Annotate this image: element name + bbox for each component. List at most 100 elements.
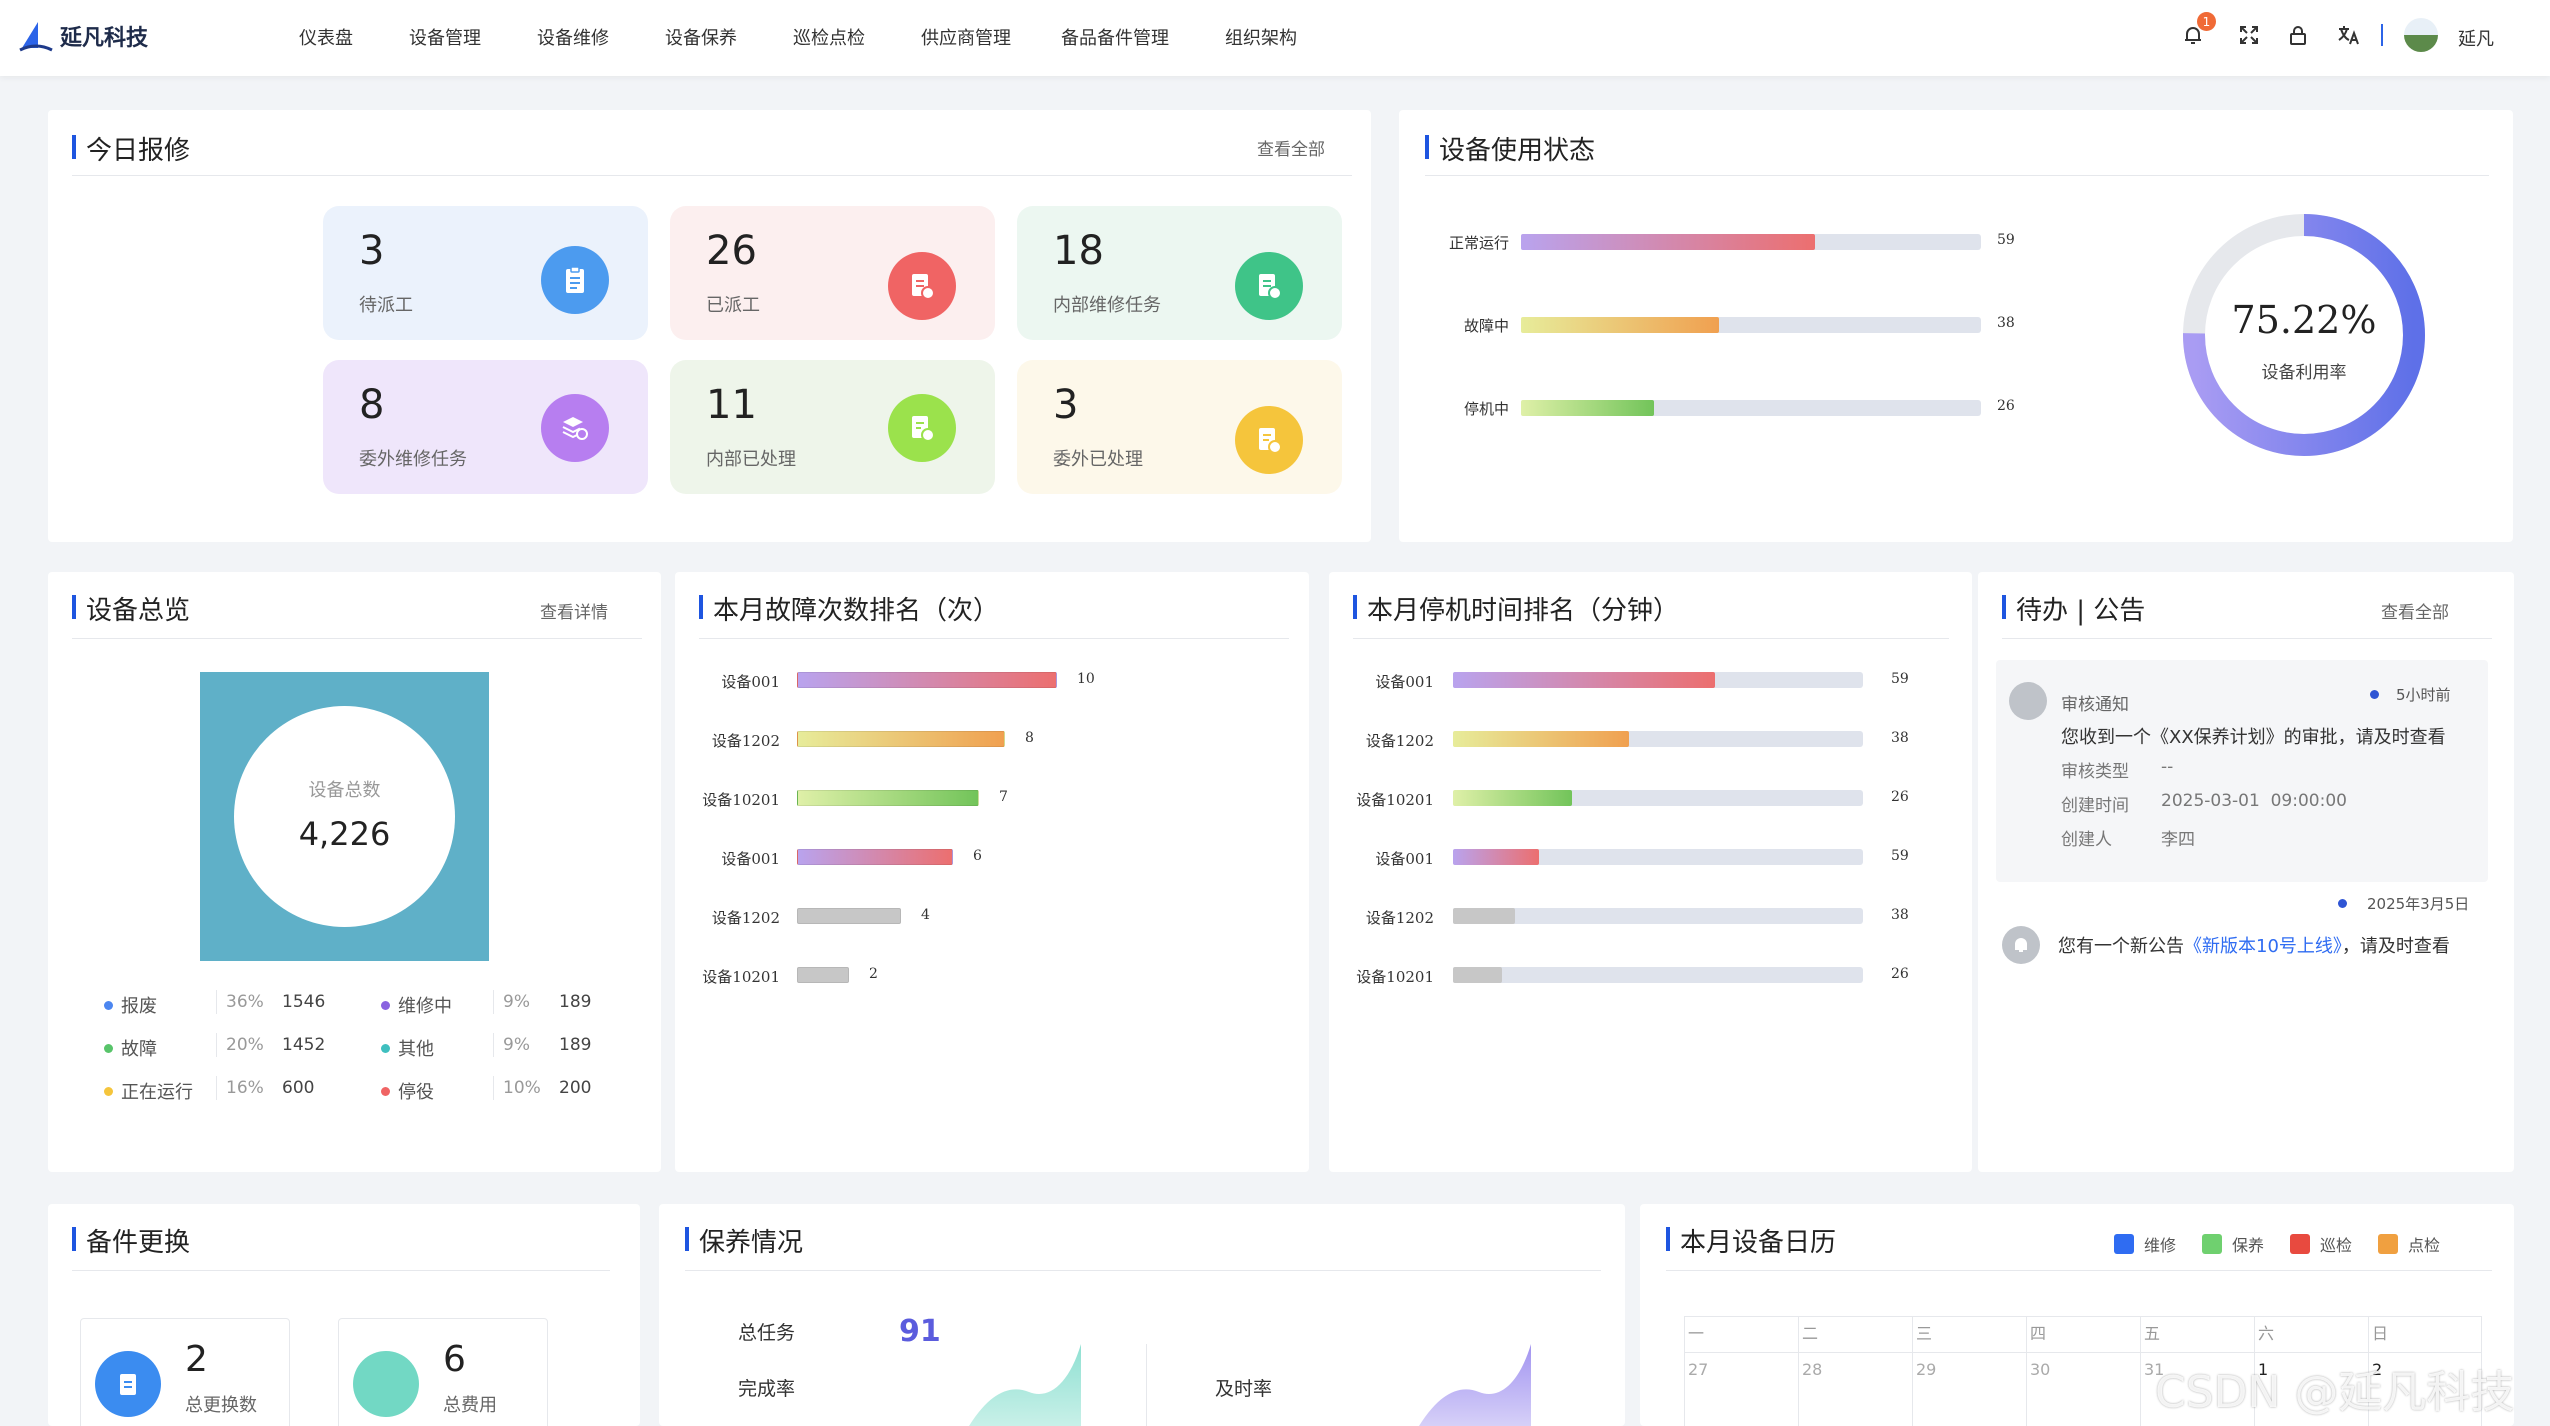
avatar[interactable] [2404,18,2438,52]
downtime-bar [1453,672,1716,688]
fault-bar [797,967,849,983]
nav-item-inspection[interactable]: 巡检点检 [793,28,865,49]
overview-legend-item: 停役 [381,1078,434,1104]
bell-icon[interactable] [2180,22,2206,48]
calendar-day[interactable]: 1 [2258,1360,2269,1379]
view-all-todo-link[interactable]: 查看全部 [2381,603,2449,623]
nav-item-device-maintenance[interactable]: 设备保养 [665,28,737,49]
announcement-date: 2025年3月5日 [2367,895,2470,913]
downtime-row-label: 设备10201 [1356,968,1434,986]
legend-dot [381,1000,390,1010]
view-all-repair-link[interactable]: 查看全部 [1257,140,1325,160]
downtime-bar-track [1453,731,1863,747]
brand-logo[interactable]: 延凡科技 [18,20,148,52]
nav-item-device-repair[interactable]: 设备维修 [537,28,609,49]
fault-row-value: 8 [1025,730,1034,746]
document-icon [888,252,956,320]
nav-item-dashboard[interactable]: 仪表盘 [299,28,353,49]
legend-square [2202,1234,2223,1254]
tile-outsourced-tasks[interactable]: 8 委外维修任务 [323,360,648,494]
translate-icon[interactable] [2336,22,2362,48]
usage-status-title: 设备使用状态 [1425,130,1595,167]
downtime-bar-track [1453,908,1863,924]
view-details-link[interactable]: 查看详情 [540,603,608,623]
fault-row-label: 设备1202 [711,909,780,927]
parts-stat-cost[interactable]: 6 总费用 [338,1318,548,1426]
fault-row-value: 2 [869,966,878,982]
username[interactable]: 延凡 [2458,29,2494,50]
tile-internal-done[interactable]: 11 内部已处理 [670,360,995,494]
legend-dot [104,1086,113,1096]
downtime-row-value: 59 [1891,848,1909,864]
downtime-row-value: 38 [1891,730,1909,746]
announcement-text[interactable]: 您有一个新公告《新版本10号上线》，请及时查看 [2058,936,2450,957]
notification-badge: 1 [2197,12,2216,31]
tile-pending-dispatch[interactable]: 3 待派工 [323,206,648,340]
time-dot [2370,690,2379,699]
calendar-day[interactable]: 28 [1802,1360,1823,1379]
maintenance-title: 保养情况 [685,1222,803,1259]
usage-bar [1521,400,1655,416]
logo-icon [19,22,53,52]
nav-item-organization[interactable]: 组织架构 [1225,28,1297,49]
downtime-bar-track [1453,672,1863,688]
clipboard-icon [95,1351,161,1417]
calendar-legend-item[interactable]: 点检 [2378,1232,2440,1256]
fault-row-label: 设备10201 [702,791,780,809]
calendar-day[interactable]: 30 [2030,1360,2051,1379]
calendar-day[interactable]: 27 [1688,1360,1709,1379]
tile-internal-tasks[interactable]: 18 内部维修任务 [1017,206,1342,340]
coin-icon [353,1351,419,1417]
calendar-card: 本月设备日历 维修 保养 巡检 点检 一 27 二 28 三 29 四 30 五 31 六 1 日 2 [1640,1204,2514,1426]
watermark: CSDN @延凡科技 [2155,1367,2515,1418]
usage-bar [1521,234,1816,250]
fault-row-value: 6 [973,848,982,864]
todo-item-approval[interactable]: 审核通知 5小时前 您收到一个《XX保养计划》的审批，请及时查看 审核类型 --… [1996,660,2488,882]
brand-name: 延凡科技 [60,26,149,51]
fault-row-label: 设备10201 [702,968,780,986]
overview-legend-item: 报废 [104,992,157,1018]
usage-bar-track [1521,317,1981,333]
usage-row-label: 故障中 [1463,317,1509,335]
overview-chart: 设备总数 4,226 [200,672,489,961]
calendar-weekday: 四 [2030,1324,2047,1343]
total-tasks-value: 91 [899,1314,941,1349]
calendar-legend-item[interactable]: 巡检 [2290,1232,2352,1256]
today-repair-card: 今日报修 查看全部 3 待派工 26 已派工 18 内部维修任务 8 委外维修任… [48,110,1371,542]
nav-item-device-management[interactable]: 设备管理 [409,28,481,49]
parts-title: 备件更换 [72,1222,190,1259]
downtime-row-label: 设备1202 [1365,732,1434,750]
downtime-rank-title: 本月停机时间排名（分钟） [1353,590,1679,627]
parts-stat-replacements[interactable]: 2 总更换数 [80,1318,290,1426]
today-repair-title: 今日报修 [72,130,190,167]
fault-bar [797,731,1005,747]
fault-row-label: 设备001 [721,673,780,691]
downtime-row-value: 26 [1891,789,1909,805]
usage-status-card: 设备使用状态 正常运行 59 故障中 38 停机中 26 75.22% 设备利用率 [1399,110,2513,542]
fault-row-value: 4 [921,907,930,923]
lock-icon[interactable] [2285,22,2311,48]
legend-dot [381,1043,390,1053]
calendar-legend-item[interactable]: 保养 [2202,1232,2264,1256]
main-nav: 仪表盘 设备管理 设备维修 设备保养 巡检点检 供应商管理 备品备件管理 组织架… [299,24,1297,50]
fullscreen-icon[interactable] [2236,22,2262,48]
calendar-legend-item[interactable]: 维修 [2114,1232,2176,1256]
fault-bar [797,790,979,806]
calendar-day[interactable]: 2 [2372,1360,2383,1379]
usage-row-value: 59 [1997,232,2015,248]
nav-item-supplier[interactable]: 供应商管理 [921,28,1011,49]
tile-dispatched[interactable]: 26 已派工 [670,206,995,340]
downtime-row-value: 38 [1891,907,1909,923]
calendar-day[interactable]: 31 [2144,1360,2165,1379]
downtime-bar [1453,790,1572,806]
downtime-bar-track [1453,849,1863,865]
announcement-link[interactable]: 《新版本10号上线》 [2184,936,2342,957]
tile-outsourced-done[interactable]: 3 委外已处理 [1017,360,1342,494]
maintenance-divider [1146,1344,1147,1426]
calendar-day[interactable]: 29 [1916,1360,1937,1379]
calendar-weekday: 三 [1916,1324,1933,1343]
utilization-gauge [2183,214,2425,456]
downtime-bar [1453,908,1515,924]
nav-item-spare-parts[interactable]: 备品备件管理 [1061,28,1169,49]
overview-card: 设备总览 查看详情 设备总数 4,226 报废 36% 1546 维修中 9% 189 故障… [48,572,661,1172]
